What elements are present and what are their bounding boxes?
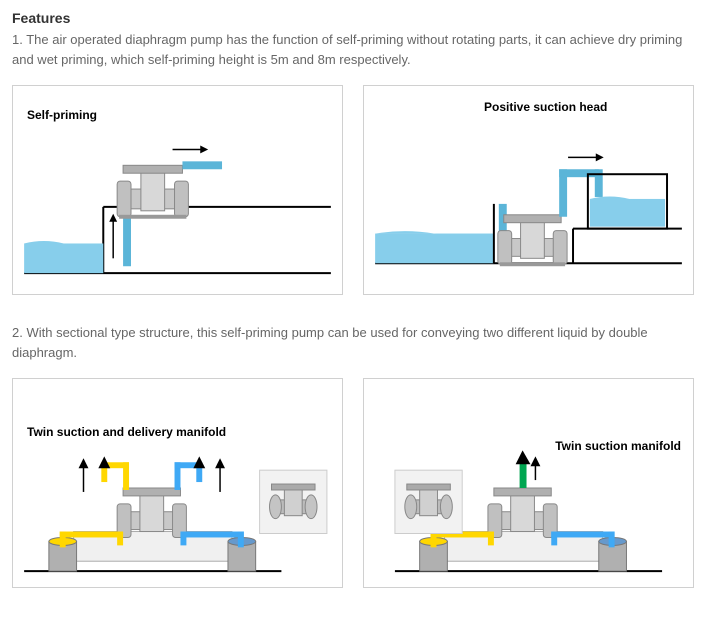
feature-1-text: 1. The air operated diaphragm pump has t… (12, 30, 694, 69)
feature-2-text: 2. With sectional type structure, this s… (12, 323, 694, 362)
diagram-row-2: Twin suction and delivery manifold (12, 378, 694, 588)
diagram-row-1: Self-priming (12, 85, 694, 295)
diagram-twin-suction-delivery: Twin suction and delivery manifold (12, 378, 343, 588)
twin-suction-label: Twin suction manifold (555, 439, 681, 453)
positive-suction-label: Positive suction head (484, 100, 607, 114)
twin-suction-delivery-svg (23, 393, 332, 581)
positive-suction-svg (374, 100, 683, 288)
self-priming-svg (23, 100, 332, 288)
twin-suction-svg (374, 393, 683, 581)
diagram-self-priming: Self-priming (12, 85, 343, 295)
twin-suction-delivery-label: Twin suction and delivery manifold (27, 425, 226, 439)
diagram-positive-suction: Positive suction head (363, 85, 694, 295)
features-heading: Features (12, 10, 694, 26)
self-priming-label: Self-priming (27, 108, 97, 122)
diagram-twin-suction: Twin suction manifold (363, 378, 694, 588)
